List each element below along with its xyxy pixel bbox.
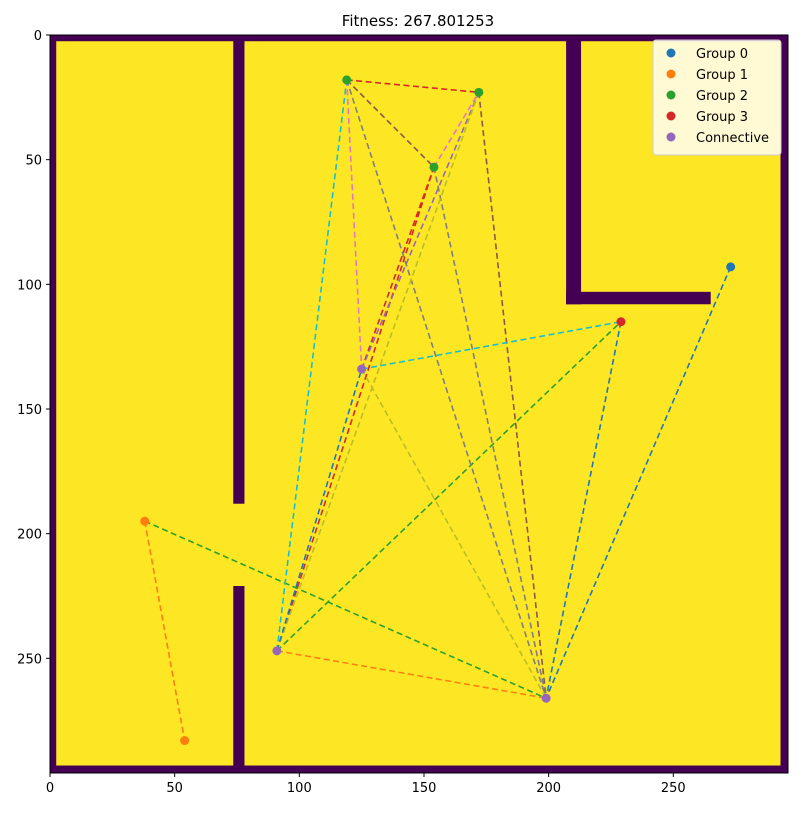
legend-marker-group-2: [666, 90, 676, 100]
y-tick-label-100: 100: [17, 278, 42, 293]
y-tick-label-50: 50: [25, 154, 42, 169]
edge-1: [545, 321, 622, 699]
legend-marker-connective: [666, 132, 676, 142]
edge-4: [144, 520, 547, 699]
map-wall-3: [780, 35, 788, 773]
x-tick-label-0: 0: [46, 781, 54, 796]
legend-marker-group-1: [666, 69, 676, 79]
point-group-1-0: [140, 516, 150, 526]
edge-12: [345, 79, 363, 370]
map-wall-1: [50, 765, 788, 773]
point-group-0-0: [726, 262, 736, 272]
legend-label-group-0: Group 0: [696, 47, 748, 62]
edge-11: [360, 92, 480, 370]
map-wall-5: [233, 586, 245, 773]
edge-5: [276, 321, 622, 652]
edge-2: [143, 521, 186, 741]
edge-10: [478, 92, 547, 699]
point-connective-0: [272, 646, 282, 656]
edge-18: [276, 79, 348, 651]
map-wall-2: [50, 35, 57, 773]
edge-9: [346, 79, 435, 168]
legend-label-group-1: Group 1: [696, 68, 748, 83]
legend-marker-group-0: [666, 48, 676, 58]
x-tick-label-150: 150: [412, 781, 437, 796]
map-wall-7: [566, 291, 711, 305]
x-tick-label-50: 50: [166, 781, 183, 796]
map-wall-0: [50, 35, 788, 42]
legend-label-group-3: Group 3: [696, 110, 748, 125]
connection-lines: [143, 79, 732, 741]
edge-3: [276, 650, 547, 699]
edge-16: [276, 92, 480, 652]
x-tick-label-200: 200: [536, 781, 561, 796]
edge-13: [433, 91, 480, 168]
point-connective-1: [357, 364, 367, 374]
edge-17: [360, 368, 547, 699]
y-tick-label-200: 200: [17, 528, 42, 543]
legend-box: [652, 39, 782, 156]
edge-8: [360, 166, 435, 370]
axes-frame: [49, 34, 789, 774]
group-points: [140, 75, 736, 746]
edge-15: [433, 166, 547, 699]
map-floor: [50, 35, 788, 773]
legend-marker-group-3: [666, 111, 676, 121]
point-group-3-0: [616, 317, 626, 327]
x-tick-label-250: 250: [661, 781, 686, 796]
edge-19: [361, 320, 622, 370]
map-background: [50, 35, 788, 773]
point-group-2-0: [342, 75, 352, 85]
axes: 0 50 100 150 200 250 0 50 100 150 200 250: [17, 29, 789, 796]
y-tick-label-150: 150: [17, 403, 42, 418]
map-wall-4: [233, 35, 245, 504]
y-tick-label-0: 0: [34, 29, 42, 44]
x-tick-label-100: 100: [287, 781, 312, 796]
legend-label-group-2: Group 2: [696, 89, 748, 104]
legend-label-connective: Connective: [696, 131, 769, 146]
edge-0: [545, 266, 732, 699]
edge-14: [345, 79, 547, 699]
chart-title: Fitness: 267.801253: [342, 12, 494, 30]
edge-7: [276, 166, 435, 652]
map-wall-6: [566, 35, 582, 305]
point-connective-2: [541, 693, 551, 703]
point-group-2-1: [429, 162, 439, 172]
point-group-1-1: [180, 736, 190, 746]
point-group-2-2: [474, 87, 484, 97]
legend: Group 0 Group 1 Group 2 Group 3 Connective: [652, 39, 782, 156]
edge-20: [276, 368, 363, 652]
y-tick-label-250: 250: [17, 652, 42, 667]
edge-6: [346, 79, 479, 94]
